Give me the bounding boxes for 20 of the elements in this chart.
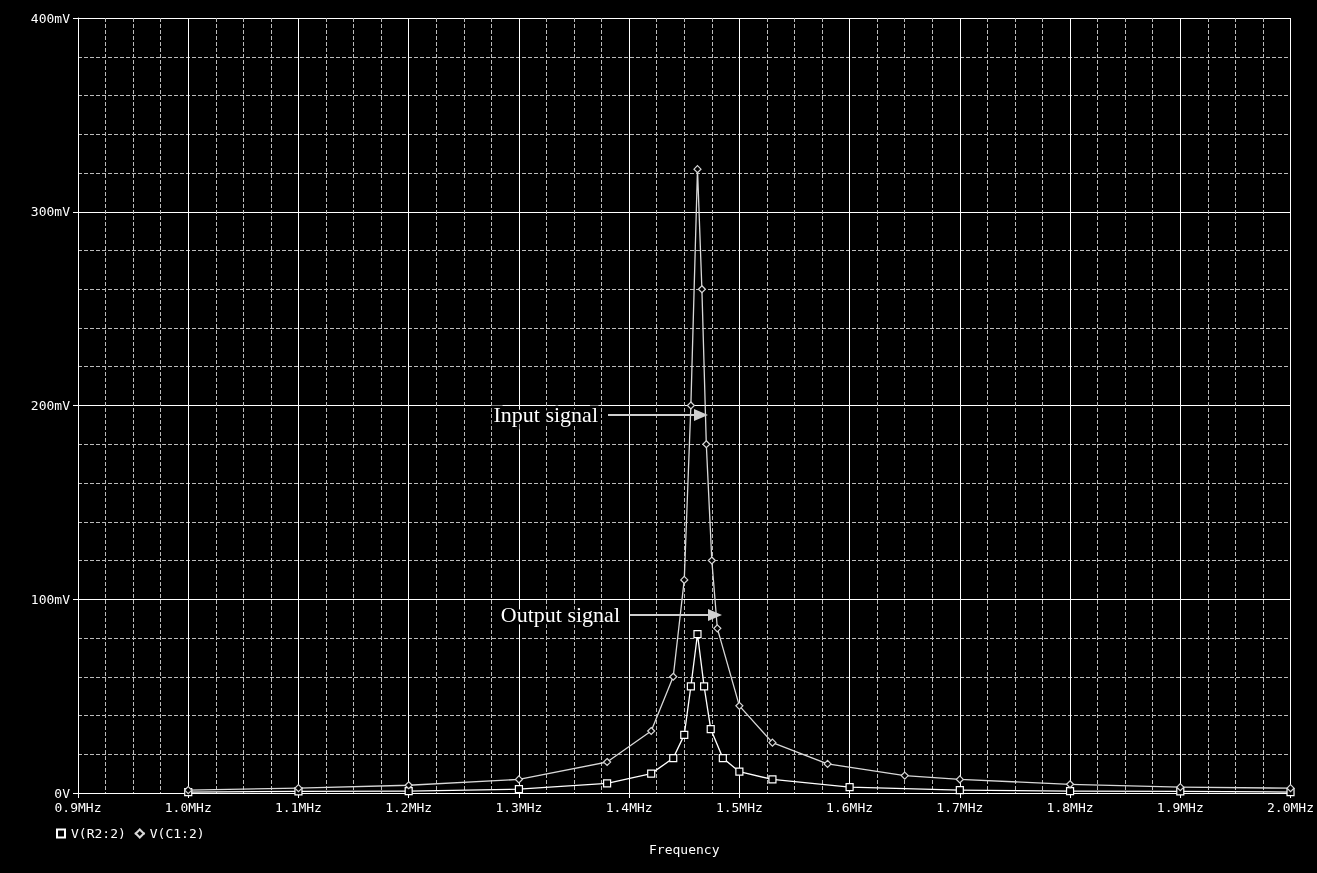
y-tick-label: 0V — [54, 785, 71, 801]
x-tick-label: 1.6MHz — [826, 800, 874, 815]
x-tick-label: 1.1MHz — [274, 800, 322, 815]
x-tick-label: 1.3MHz — [495, 800, 543, 815]
x-tick-label: 1.2MHz — [385, 800, 433, 815]
x-tick-label: 2.0MHz — [1267, 800, 1314, 815]
y-tick-label: 100mV — [30, 591, 71, 607]
x-tick-label: 1.0MHz — [164, 800, 212, 815]
x-tick-label: 1.5MHz — [715, 800, 763, 815]
legend-label: V(R2:2) — [71, 826, 126, 841]
y-tick-label: 300mV — [30, 204, 71, 220]
x-tick-label: 1.8MHz — [1046, 800, 1094, 815]
x-tick-label: 1.7MHz — [936, 800, 984, 815]
x-tick-label: 1.4MHz — [605, 800, 653, 815]
y-tick-label: 400mV — [30, 10, 71, 26]
x-axis-title: Frequency — [649, 842, 720, 857]
y-tick-label: 200mV — [30, 398, 71, 413]
x-tick-label: 1.9MHz — [1156, 800, 1204, 815]
legend-label: V(C1:2) — [149, 826, 205, 841]
x-tick-label: 0.9MHz — [54, 800, 102, 815]
